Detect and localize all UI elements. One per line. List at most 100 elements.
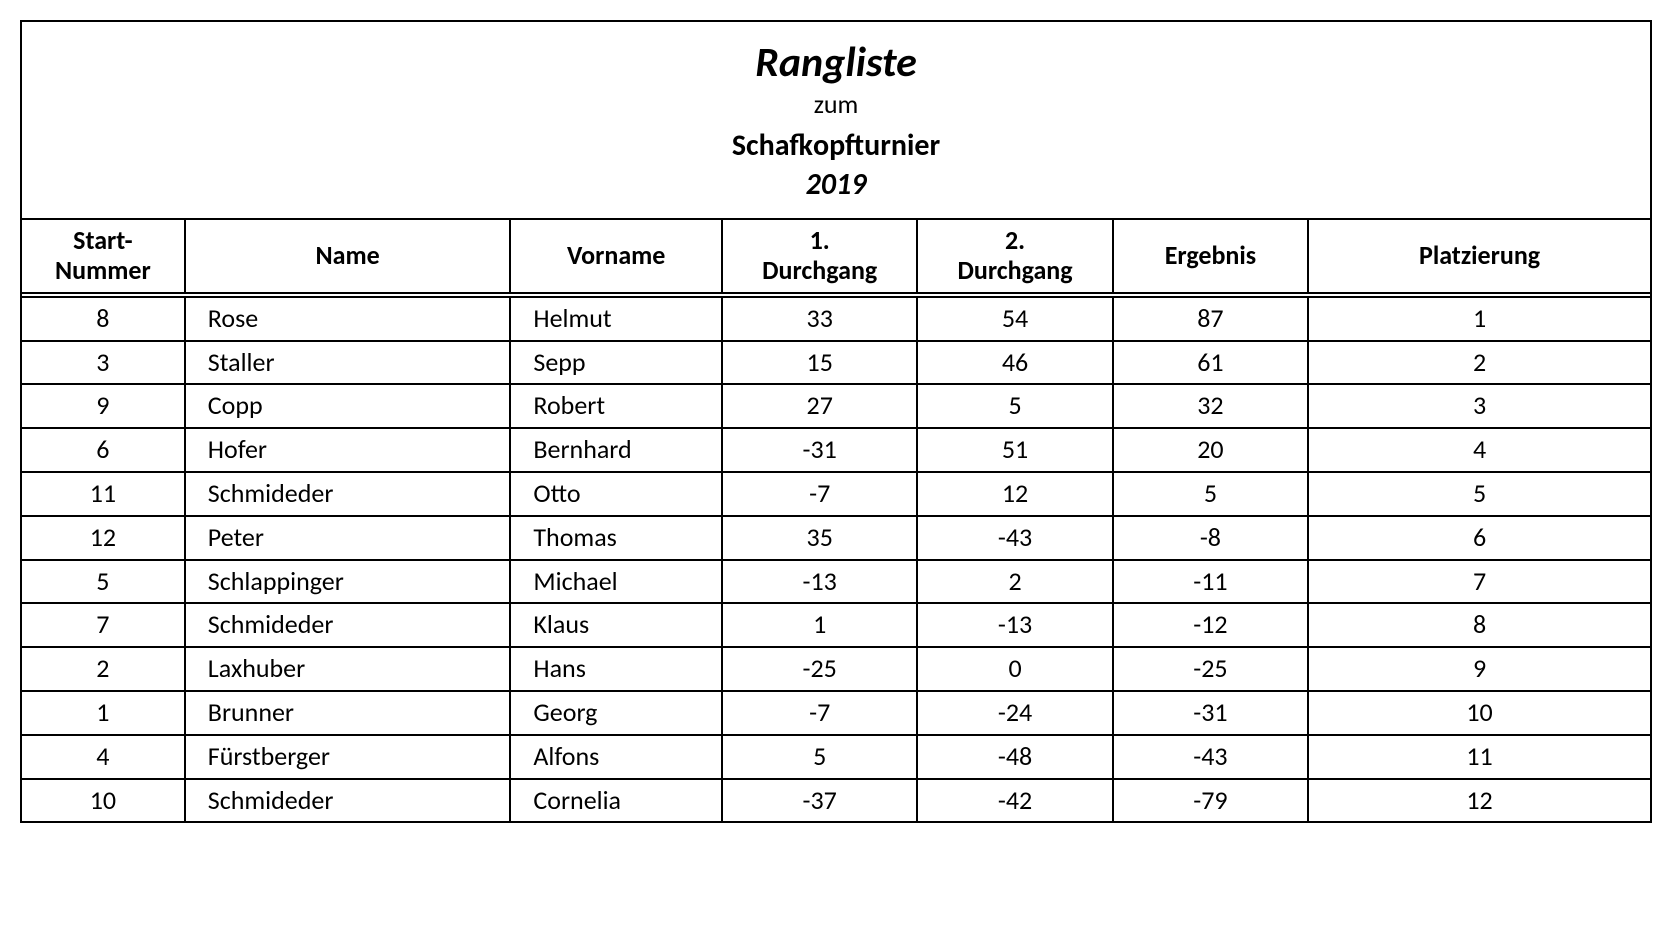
title-main: Rangliste [22,40,1650,86]
col-header-vorname: Vorname [510,219,722,293]
table-row: 4FürstbergerAlfons5-48-4311 [22,735,1650,779]
table-row: 5SchlappingerMichael-132-117 [22,560,1650,604]
cell-platz: 11 [1308,735,1650,779]
cell-ergebnis: 5 [1113,472,1308,516]
cell-d1: -25 [722,647,917,691]
cell-ergebnis: 32 [1113,384,1308,428]
cell-d1: 27 [722,384,917,428]
col-header-d1: 1.Durchgang [722,219,917,293]
cell-d2: 54 [917,297,1112,341]
cell-vorname: Alfons [510,735,722,779]
cell-start: 1 [22,691,185,735]
cell-d2: 46 [917,341,1112,385]
cell-platz: 12 [1308,779,1650,822]
col-header-platz: Platzierung [1308,219,1650,293]
col-header-start: Start-Nummer [22,219,185,293]
cell-ergebnis: -79 [1113,779,1308,822]
cell-start: 12 [22,516,185,560]
col-header-ergebnis: Ergebnis [1113,219,1308,293]
cell-name: Schmideder [185,603,511,647]
col-header-name: Name [185,219,511,293]
cell-name: Schlappinger [185,560,511,604]
cell-name: Rose [185,297,511,341]
cell-d2: -13 [917,603,1112,647]
cell-platz: 5 [1308,472,1650,516]
cell-start: 6 [22,428,185,472]
cell-platz: 10 [1308,691,1650,735]
table-row: 12PeterThomas35-43-86 [22,516,1650,560]
cell-name: Laxhuber [185,647,511,691]
rangliste-container: Rangliste zum Schafkopfturnier 2019 Star… [20,20,1652,823]
cell-start: 10 [22,779,185,822]
cell-d2: -42 [917,779,1112,822]
cell-ergebnis: 20 [1113,428,1308,472]
cell-platz: 4 [1308,428,1650,472]
rangliste-table: Start-Nummer Name Vorname 1.Durchgang 2.… [22,218,1650,821]
cell-platz: 7 [1308,560,1650,604]
cell-vorname: Helmut [510,297,722,341]
table-row: 11SchmidederOtto-71255 [22,472,1650,516]
cell-platz: 8 [1308,603,1650,647]
col-header-d2: 2.Durchgang [917,219,1112,293]
cell-start: 5 [22,560,185,604]
cell-start: 3 [22,341,185,385]
cell-d2: 2 [917,560,1112,604]
table-row: 8RoseHelmut3354871 [22,297,1650,341]
cell-platz: 1 [1308,297,1650,341]
cell-d2: 12 [917,472,1112,516]
cell-ergebnis: -25 [1113,647,1308,691]
cell-d1: -7 [722,691,917,735]
cell-name: Staller [185,341,511,385]
table-row: 7SchmidederKlaus1-13-128 [22,603,1650,647]
cell-name: Schmideder [185,472,511,516]
title-event: Schafkopfturnier [22,126,1650,165]
cell-d2: -48 [917,735,1112,779]
cell-start: 4 [22,735,185,779]
cell-vorname: Thomas [510,516,722,560]
cell-d1: 5 [722,735,917,779]
cell-ergebnis: 87 [1113,297,1308,341]
cell-vorname: Sepp [510,341,722,385]
cell-d1: 33 [722,297,917,341]
table-head: Start-Nummer Name Vorname 1.Durchgang 2.… [22,219,1650,293]
cell-name: Hofer [185,428,511,472]
cell-d2: -24 [917,691,1112,735]
cell-d1: 1 [722,603,917,647]
title-year: 2019 [22,165,1650,204]
table-body: 8RoseHelmut33548713StallerSepp15466129Co… [22,297,1650,822]
table-row: 9CoppRobert275323 [22,384,1650,428]
table-row: 2LaxhuberHans-250-259 [22,647,1650,691]
cell-d2: -43 [917,516,1112,560]
cell-vorname: Georg [510,691,722,735]
cell-start: 11 [22,472,185,516]
cell-start: 8 [22,297,185,341]
title-block: Rangliste zum Schafkopfturnier 2019 [22,22,1650,218]
cell-d1: -7 [722,472,917,516]
table-row: 1BrunnerGeorg-7-24-3110 [22,691,1650,735]
cell-d1: 35 [722,516,917,560]
cell-name: Peter [185,516,511,560]
cell-start: 7 [22,603,185,647]
cell-platz: 3 [1308,384,1650,428]
cell-vorname: Klaus [510,603,722,647]
cell-d1: 15 [722,341,917,385]
cell-ergebnis: -43 [1113,735,1308,779]
cell-vorname: Cornelia [510,779,722,822]
table-row: 3StallerSepp1546612 [22,341,1650,385]
cell-d2: 5 [917,384,1112,428]
cell-d2: 0 [917,647,1112,691]
cell-ergebnis: -11 [1113,560,1308,604]
cell-name: Schmideder [185,779,511,822]
cell-start: 9 [22,384,185,428]
cell-ergebnis: -31 [1113,691,1308,735]
cell-vorname: Hans [510,647,722,691]
cell-ergebnis: -12 [1113,603,1308,647]
table-row: 6HoferBernhard-3151204 [22,428,1650,472]
cell-platz: 9 [1308,647,1650,691]
cell-vorname: Bernhard [510,428,722,472]
cell-ergebnis: 61 [1113,341,1308,385]
cell-ergebnis: -8 [1113,516,1308,560]
cell-name: Brunner [185,691,511,735]
cell-name: Fürstberger [185,735,511,779]
cell-d1: -13 [722,560,917,604]
